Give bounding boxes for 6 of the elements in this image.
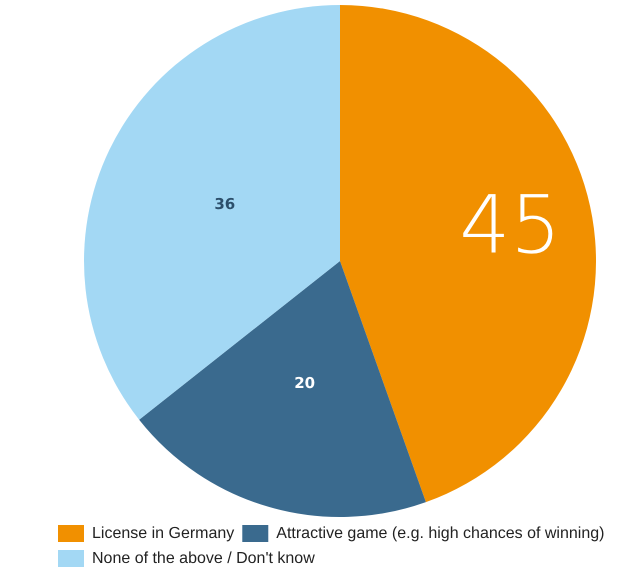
data-label: 20	[294, 374, 316, 392]
legend-label: None of the above / Don't know	[92, 550, 316, 567]
legend-label: Attractive game (e.g. high chances of winning)	[276, 524, 604, 542]
data-label: 36	[214, 195, 236, 214]
data-label: 45	[459, 178, 562, 272]
legend-label: License in Germany	[92, 524, 234, 542]
